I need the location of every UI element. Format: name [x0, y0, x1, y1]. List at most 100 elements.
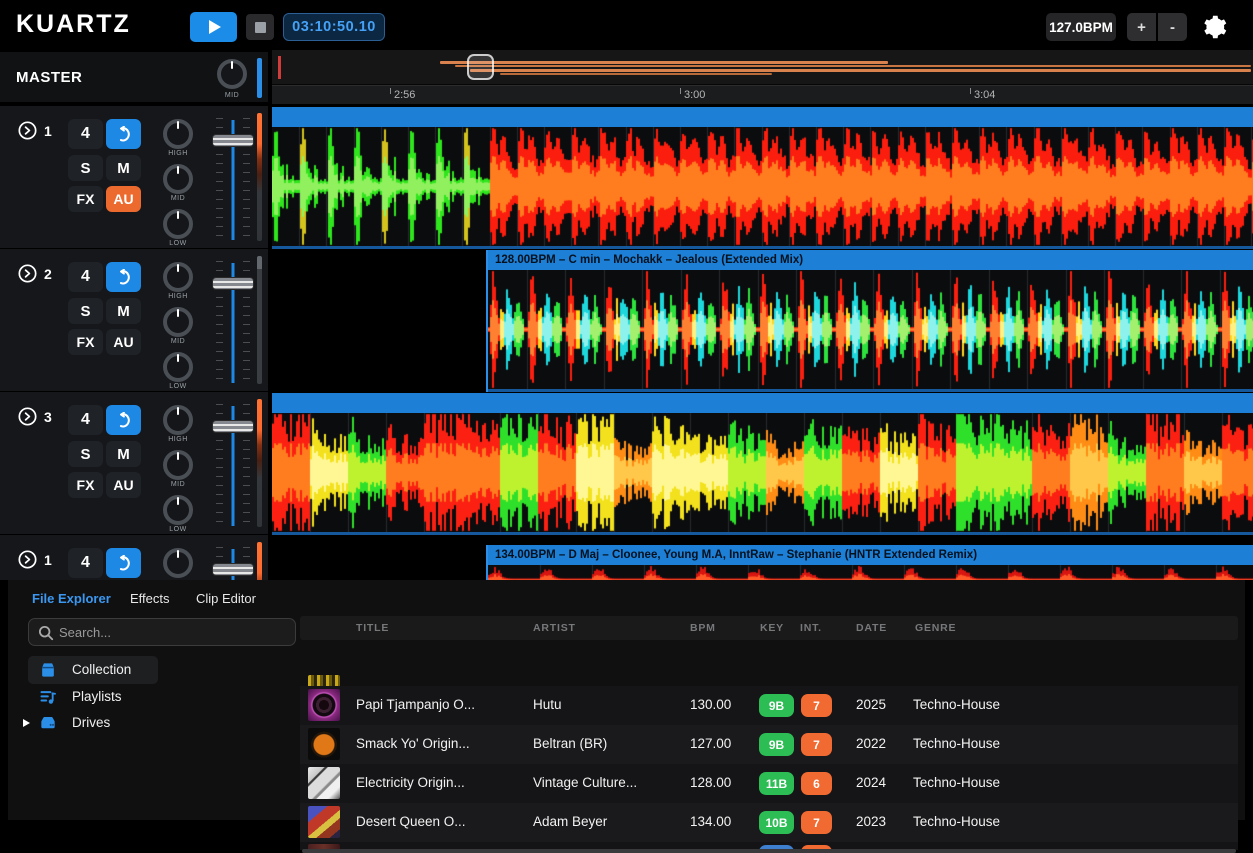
key-badge: 9B — [759, 733, 794, 756]
eq-high-knob[interactable] — [163, 405, 193, 435]
solo-button[interactable]: S — [68, 155, 103, 181]
audio-button[interactable]: AU — [106, 472, 141, 498]
column-header-date[interactable]: DATE — [856, 622, 888, 634]
knob-indicator — [177, 497, 179, 505]
eq-low-knob[interactable] — [163, 495, 193, 525]
volume-fader[interactable] — [212, 114, 254, 242]
volume-fader[interactable] — [212, 257, 254, 385]
fx-button[interactable]: FX — [68, 329, 103, 355]
knob-indicator — [177, 166, 179, 174]
column-header-key[interactable]: KEY — [760, 622, 784, 634]
overview-track-bar — [470, 69, 1251, 72]
column-header-bpm[interactable]: BPM — [690, 622, 716, 634]
loop-length-button[interactable]: 4 — [68, 405, 103, 435]
intensity-badge: 7 — [801, 811, 832, 834]
volume-fader[interactable] — [212, 543, 254, 580]
play-button[interactable] — [190, 12, 237, 42]
solo-button[interactable]: S — [68, 298, 103, 324]
sidebar-item-drives[interactable]: Drives — [20, 710, 290, 736]
cell-title: Desert Queen O... — [356, 814, 466, 829]
waveform-deck-4[interactable] — [488, 565, 1253, 580]
waveform-deck-1[interactable] — [272, 127, 1253, 246]
fader-handle[interactable] — [212, 134, 254, 147]
mute-button[interactable]: M — [106, 298, 141, 324]
solo-button[interactable]: S — [68, 441, 103, 467]
audio-button[interactable]: AU — [106, 186, 141, 212]
waveform-deck-2[interactable] — [488, 270, 1253, 389]
eq-low-knob[interactable] — [163, 352, 193, 382]
eq-mid-label: MID — [170, 338, 186, 345]
arrangement-overview[interactable] — [272, 50, 1253, 85]
table-row[interactable]: Papi Tjampanjo O... Hutu 130.00 9B 7 202… — [300, 686, 1238, 725]
eq-low-knob[interactable] — [163, 209, 193, 239]
eq-mid-knob[interactable] — [163, 164, 193, 194]
cell-genre: Techno-House — [913, 697, 1001, 712]
table-row[interactable]: Electricity Origin... Vintage Culture...… — [300, 764, 1238, 803]
mute-button[interactable]: M — [106, 441, 141, 467]
loop-button[interactable] — [106, 262, 141, 292]
fader-handle[interactable] — [212, 420, 254, 433]
loop-button[interactable] — [106, 119, 141, 149]
column-header-artist[interactable]: ARTIST — [533, 622, 576, 634]
eq-mid-knob[interactable] — [163, 450, 193, 480]
loop-button[interactable] — [106, 405, 141, 435]
deck-expand-icon[interactable] — [18, 121, 37, 140]
audio-button[interactable]: AU — [106, 329, 141, 355]
knob-indicator — [177, 550, 179, 558]
stop-button[interactable] — [246, 14, 274, 40]
playlists-icon — [40, 691, 56, 704]
cell-genre: Techno-House — [913, 814, 1001, 829]
column-header-title[interactable]: TITLE — [356, 622, 390, 634]
overview-track-bar — [440, 61, 888, 64]
waveform-lane-4: 134.00BPM – D Maj – Cloonee, Young M.A, … — [272, 536, 1253, 580]
eq-high-knob[interactable] — [163, 548, 193, 578]
tab-effects[interactable]: Effects — [130, 591, 170, 606]
table-scrollbar[interactable] — [302, 849, 1236, 853]
settings-button[interactable] — [1201, 14, 1227, 40]
overview-playhead-marker[interactable] — [467, 54, 494, 80]
tab-clip-editor[interactable]: Clip Editor — [196, 591, 256, 606]
search-box[interactable] — [28, 618, 296, 646]
knob-indicator — [231, 61, 233, 69]
eq-high-label: HIGH — [168, 293, 188, 300]
fx-button[interactable]: FX — [68, 472, 103, 498]
eq-high-knob[interactable] — [163, 119, 193, 149]
expand-caret-icon[interactable] — [23, 719, 30, 727]
waveform-deck-3[interactable] — [272, 413, 1253, 532]
deck-expand-icon[interactable] — [18, 264, 37, 283]
volume-fader[interactable] — [212, 400, 254, 528]
table-row[interactable]: Smack Yo' Origin... Beltran (BR) 127.00 … — [300, 725, 1238, 764]
column-header-int[interactable]: INT. — [800, 622, 822, 634]
sidebar-item-collection[interactable]: Collection — [20, 656, 290, 684]
bpm-increase-button[interactable]: + — [1127, 13, 1156, 41]
intensity-badge: 7 — [801, 694, 832, 717]
search-input[interactable] — [59, 620, 289, 644]
timeline-ruler[interactable]: 2:56 3:00 3:04 — [272, 85, 1253, 106]
table-header[interactable]: TITLE ARTIST BPM KEY INT. DATE GENRE — [300, 616, 1238, 640]
fader-handle[interactable] — [212, 563, 254, 576]
table-row[interactable]: Desert Queen O... Adam Beyer 134.00 10B … — [300, 803, 1238, 842]
loop-button[interactable] — [106, 548, 141, 578]
cell-date: 2024 — [856, 775, 887, 790]
column-header-genre[interactable]: GENRE — [915, 622, 957, 634]
waveform-container — [488, 565, 1253, 580]
loop-length-button[interactable]: 4 — [68, 119, 103, 149]
sidebar-item-playlists[interactable]: Playlists — [20, 684, 290, 710]
fader-handle[interactable] — [212, 277, 254, 290]
track-header — [272, 107, 1253, 127]
deck-number: 2 — [44, 266, 52, 282]
deck-expand-icon[interactable] — [18, 550, 37, 569]
overview-start-marker — [278, 56, 281, 79]
mute-button[interactable]: M — [106, 155, 141, 181]
fx-button[interactable]: FX — [68, 186, 103, 212]
loop-length-button[interactable]: 4 — [68, 262, 103, 292]
loop-length-button[interactable]: 4 — [68, 548, 103, 578]
level-meter — [257, 113, 262, 241]
master-knob[interactable] — [217, 59, 247, 89]
deck-expand-icon[interactable] — [18, 407, 37, 426]
intensity-badge: 6 — [801, 772, 832, 795]
eq-mid-knob[interactable] — [163, 307, 193, 337]
eq-high-knob[interactable] — [163, 262, 193, 292]
tab-file-explorer[interactable]: File Explorer — [32, 591, 111, 606]
bpm-decrease-button[interactable]: - — [1158, 13, 1187, 41]
